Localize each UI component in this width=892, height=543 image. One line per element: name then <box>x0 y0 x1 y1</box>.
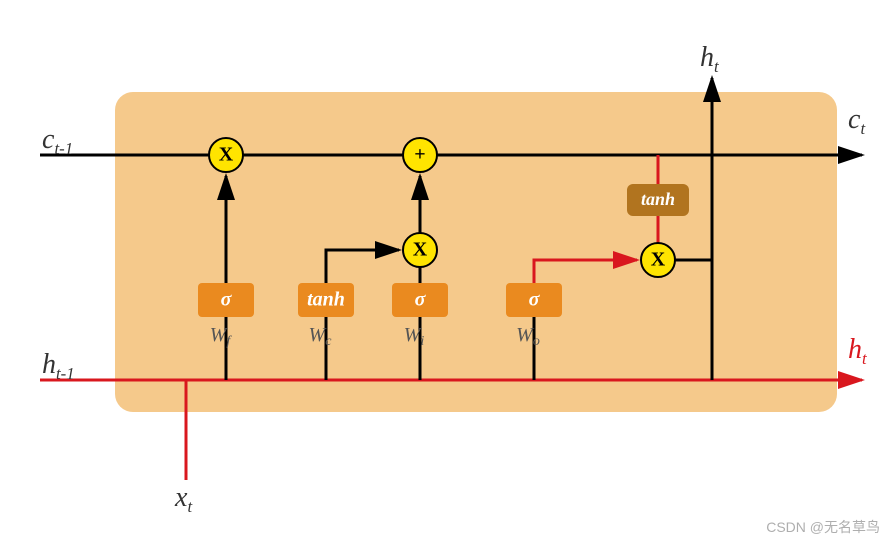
label-c_t: ct <box>848 104 865 138</box>
tanh2-label: tanh <box>641 189 675 209</box>
label-h_t_up: ht <box>700 42 719 76</box>
label-h_prev: ht-1 <box>42 349 75 383</box>
op-glyph-mul_ic: X <box>413 239 428 261</box>
gate-label-sigma_f: σ <box>221 289 233 311</box>
gate-label-sigma_i: σ <box>415 289 427 311</box>
label-h_t: ht <box>848 334 867 368</box>
gate-label-tanh_c: tanh <box>307 289 345 311</box>
watermark: CSDN @无名草鸟 <box>766 517 880 537</box>
gate-label-sigma_o: σ <box>529 289 541 311</box>
op-glyph-add: + <box>414 144 425 166</box>
op-glyph-mul_f: X <box>219 144 234 166</box>
op-glyph-mul_o: X <box>651 249 666 271</box>
label-c_prev: ct-1 <box>42 124 73 158</box>
label-x_t: xt <box>174 482 192 516</box>
lstm-diagram: σWftanhWcσWiσWotanhX+XXct-1ht-1cththtxt <box>0 0 892 543</box>
